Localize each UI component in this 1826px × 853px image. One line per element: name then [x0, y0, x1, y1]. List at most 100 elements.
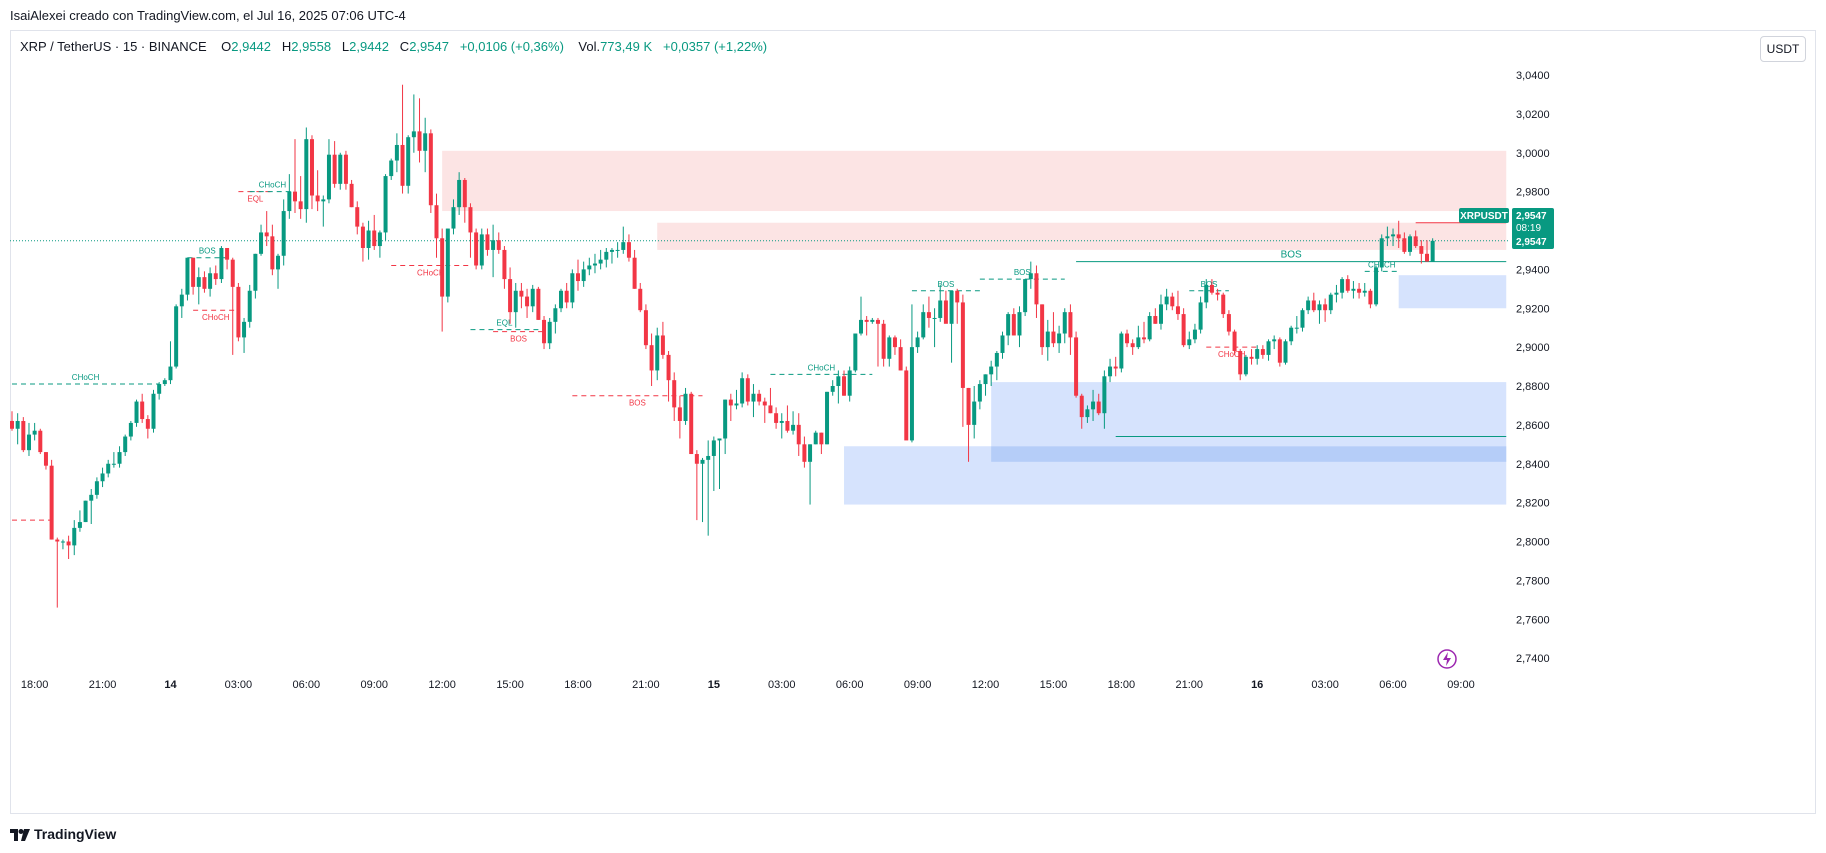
candle-body [1192, 329, 1197, 340]
candle-body [859, 319, 863, 334]
candle-body [672, 380, 677, 408]
candle-body [983, 374, 988, 385]
candle-body [10, 420, 14, 429]
legend-low: 2,9442 [349, 39, 389, 54]
x-axis-tick-label: 18:00 [564, 679, 592, 691]
candle-body [581, 269, 586, 282]
x-axis-tick-label: 06:00 [836, 679, 864, 691]
x-axis-tick-label: 09:00 [1447, 679, 1475, 691]
candle-body [609, 249, 614, 252]
candle-body [960, 302, 965, 388]
candle-body [1023, 279, 1028, 313]
legend-symbol[interactable]: XRP / TetherUS · 15 · BINANCE [20, 39, 207, 54]
candle-body [417, 131, 422, 151]
x-axis-tick-label: 15 [708, 679, 720, 691]
candle-body [604, 251, 609, 260]
price-tag-value: 2,9547 [1516, 211, 1547, 222]
candle-body [932, 317, 937, 319]
candle-body [825, 391, 830, 445]
legend-change: +0,0106 (+0,36%) [459, 39, 564, 54]
structure-label-choch: CHoCH [259, 181, 287, 190]
candle-body [462, 179, 467, 208]
candle-body [717, 438, 722, 441]
candle-body [1170, 296, 1175, 307]
candle-body [89, 494, 94, 501]
currency-unit-button[interactable]: USDT [1760, 36, 1806, 62]
candle-body [77, 522, 82, 528]
candle-body [1209, 284, 1214, 293]
candle-body [38, 430, 43, 453]
candle-body [564, 290, 569, 303]
candle-body [349, 183, 354, 208]
candle-body [1425, 253, 1429, 262]
candle-body [559, 290, 564, 309]
candle-body [694, 454, 699, 464]
candle-body [1289, 327, 1294, 342]
candle-body [309, 139, 314, 196]
candle-body [1034, 273, 1039, 305]
candle-body [949, 290, 954, 324]
candle-body [1006, 314, 1011, 336]
candle-body [140, 401, 145, 420]
candle-body [1419, 246, 1424, 254]
tradingview-brand[interactable]: TradingView [10, 826, 116, 842]
candle-body [677, 407, 682, 421]
candle-body [553, 308, 558, 322]
candle-body [989, 366, 994, 375]
candle-body [626, 242, 631, 258]
candle-body [485, 234, 490, 250]
candle-body [813, 432, 818, 445]
candle-body [576, 273, 580, 282]
candle-body [762, 401, 767, 406]
candle-body [887, 337, 892, 359]
x-axis-tick-label: 09:00 [904, 679, 932, 691]
candle-body [502, 249, 507, 280]
candle-body [598, 259, 603, 264]
candle-body [355, 207, 360, 227]
candle-body [445, 228, 450, 297]
y-axis-tick-label: 3,0400 [1516, 70, 1550, 82]
candle-body [847, 370, 852, 396]
structure-label-choch: CHoCH [72, 373, 100, 382]
y-axis-tick-label: 3,0000 [1516, 148, 1550, 160]
candle-body [451, 207, 456, 229]
candle-body [774, 413, 779, 423]
candle-body [326, 154, 331, 200]
candle-body [1204, 284, 1209, 303]
candle-body [60, 541, 65, 543]
candle-body [660, 335, 665, 355]
structure-label-bos: BOS [1281, 250, 1302, 261]
candle-body [389, 160, 394, 177]
candle-body [49, 465, 54, 540]
structure-label-choch: CHoCH [808, 363, 836, 372]
candle-body [1091, 401, 1096, 410]
candle-body [162, 380, 167, 385]
legend-low-label: L [341, 39, 350, 54]
candle-body [196, 277, 201, 287]
candle-body [100, 473, 105, 482]
candle-body [1125, 333, 1130, 344]
candle-body [700, 459, 705, 464]
x-axis-tick-label: 15:00 [496, 679, 524, 691]
lightning-icon [1437, 649, 1457, 669]
candle-body [1345, 279, 1350, 291]
candle-body [123, 436, 128, 453]
structure-label-choch: CHoCH [1218, 350, 1246, 359]
candle-body [1028, 273, 1033, 280]
x-axis-tick-label: 06:00 [1379, 679, 1407, 691]
candle-body [1119, 333, 1124, 369]
candle-body [830, 386, 835, 392]
candle-body [525, 296, 530, 307]
symbol-legend[interactable]: XRP / TetherUS · 15 · BINANCE O2,9442 H2… [20, 39, 767, 54]
legend-close-label: C [399, 39, 410, 54]
legend-vol-change: +0,0357 (+1,22%) [663, 39, 768, 54]
candle-body [1068, 312, 1073, 338]
x-axis-tick-label: 03:00 [768, 679, 796, 691]
legend-vol-label: Vol. [578, 39, 601, 54]
candle-body [315, 195, 320, 202]
candle-body [1272, 339, 1277, 342]
candle-body [802, 444, 807, 462]
structure-label-choch: CHoCH [417, 268, 445, 277]
candle-body [406, 137, 411, 186]
